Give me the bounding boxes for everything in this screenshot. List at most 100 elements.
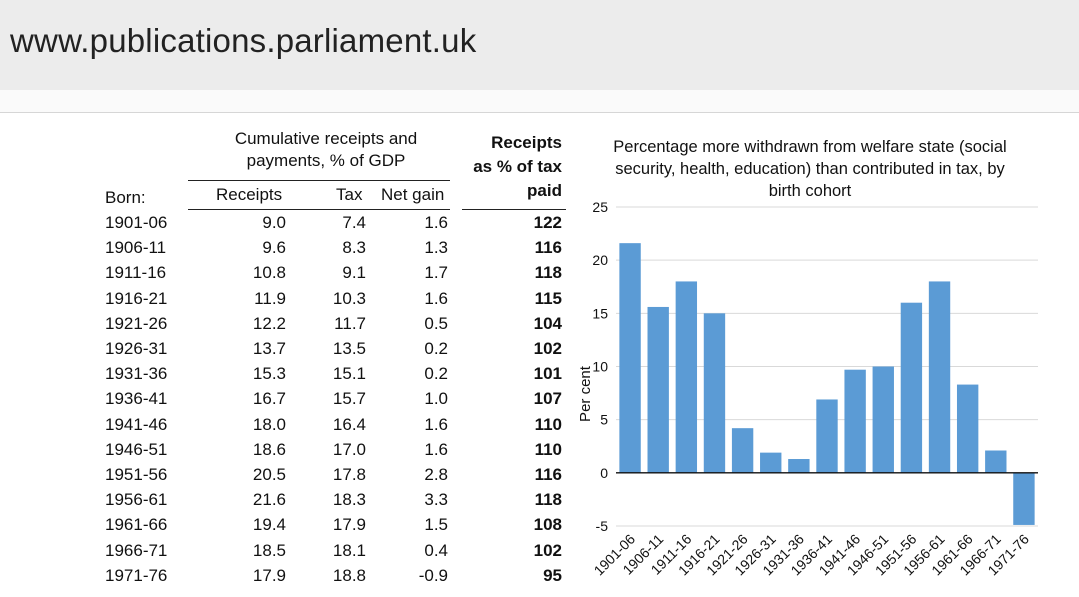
cell-born: 1906-11 (105, 238, 167, 258)
cell-net-gain: 1.6 (424, 213, 448, 232)
cell-receipts-pct: 104 (533, 313, 562, 333)
cell-born: 1921-26 (105, 313, 168, 333)
cell-born: 1951-56 (105, 465, 168, 484)
cell-receipts: 9.0 (262, 213, 286, 232)
bar-1926-31 (760, 452, 782, 473)
bar-1936-41 (816, 399, 838, 473)
receipts-pct-rule (462, 209, 566, 210)
cell-tax: 11.7 (334, 313, 366, 333)
cell-receipts-pct: 110 (534, 439, 562, 459)
toolbar-strip (0, 90, 1079, 113)
cell-net-gain: 1.6 (424, 288, 448, 308)
cell-receipts-pct: 102 (533, 339, 562, 358)
receipts-pct-header-line1: Receipts (491, 133, 562, 152)
cell-net-gain: 1.7 (424, 263, 448, 283)
bar-1941-46 (844, 369, 866, 473)
x-axis-labels: 1901-061906-111911-161916-211921-261926-… (591, 531, 1033, 579)
bar-1931-36 (788, 459, 810, 473)
cell-born: 1941-46 (105, 414, 168, 434)
cell-net-gain: 1.6 (424, 439, 448, 459)
cell-born: 1931-36 (105, 364, 168, 384)
cell-net-gain: 2.8 (424, 465, 448, 484)
cell-receipts-pct: 101 (533, 364, 562, 384)
cell-receipts: 11.9 (254, 288, 286, 308)
cell-tax: 9.1 (342, 263, 366, 283)
cell-receipts: 9.6 (262, 238, 286, 258)
bar-1971-76 (1013, 472, 1035, 525)
cell-born: 1916-21 (105, 288, 168, 308)
bar-1921-26 (731, 428, 754, 473)
cell-receipts-pct: 122 (533, 213, 562, 232)
cell-tax: 16.4 (332, 414, 366, 434)
group-header: Cumulative receipts and payments, % of G… (190, 128, 462, 172)
y-tick-label: -5 (596, 518, 609, 534)
cell-tax: 10.3 (332, 288, 366, 308)
receipts-pct-header: Receipts as % of tax paid (462, 131, 562, 203)
cell-born: 1911-16 (105, 263, 167, 283)
address-bar[interactable]: www.publications.parliament.uk (0, 0, 1079, 90)
col-header-receipts: Receipts (216, 185, 283, 204)
y-tick-label: 0 (600, 465, 608, 481)
col-header-rule (188, 209, 450, 210)
bar-1956-61 (928, 281, 951, 473)
group-header-line1: Cumulative receipts and (234, 129, 418, 148)
cell-tax: 18.1 (332, 540, 366, 560)
y-tick-label: 10 (592, 359, 608, 375)
chart-bars (616, 243, 1038, 525)
url-text: www.publications.parliament.uk (10, 22, 477, 59)
cell-net-gain: 0.2 (424, 364, 448, 384)
bar-1901-06 (619, 243, 641, 473)
cell-receipts-pct: 116 (534, 465, 562, 484)
chart-title-line: Percentage more withdrawn from welfare s… (613, 138, 1006, 156)
cell-tax: 15.7 (332, 389, 366, 409)
cell-born: 1971-76 (105, 565, 168, 585)
y-tick-label: 20 (592, 252, 608, 268)
bar-1946-51 (872, 366, 894, 473)
y-tick-label: 5 (600, 412, 608, 428)
cell-born: 1946-51 (105, 439, 168, 459)
cell-tax: 8.3 (342, 238, 366, 258)
bar-1911-16 (675, 281, 698, 473)
cell-net-gain: 1.0 (424, 389, 448, 409)
col-header-tax: Tax (336, 185, 363, 204)
cell-net-gain: -0.9 (418, 565, 448, 585)
cell-receipts-pct: 118 (534, 263, 562, 283)
cell-born: 1966-71 (105, 540, 168, 560)
cell-receipts-pct: 110 (534, 414, 562, 434)
cell-born: 1956-61 (105, 490, 168, 510)
cell-receipts-pct: 95 (543, 565, 562, 585)
chart-title: Percentage more withdrawn from welfare s… (613, 138, 1006, 200)
cell-net-gain: 0.5 (424, 313, 448, 333)
cell-receipts-pct: 107 (533, 389, 562, 409)
cell-receipts: 15.3 (252, 364, 286, 384)
cell-receipts: 10.8 (252, 263, 286, 283)
cell-born: 1961-66 (105, 515, 168, 535)
chart-title-line: birth cohort (769, 182, 852, 200)
page-content (0, 113, 1079, 597)
cell-receipts: 18.5 (252, 540, 286, 560)
cell-receipts-pct: 118 (534, 490, 562, 510)
cell-receipts: 13.7 (252, 339, 286, 358)
cell-receipts-pct: 116 (534, 238, 562, 258)
cell-receipts: 12.2 (252, 313, 286, 333)
cell-tax: 17.9 (332, 515, 366, 535)
cell-receipts: 20.5 (252, 465, 286, 484)
cell-receipts: 18.0 (252, 414, 286, 434)
y-tick-label: 25 (592, 199, 608, 215)
cell-born: 1901-06 (105, 213, 168, 232)
cell-net-gain: 1.5 (424, 515, 448, 535)
y-axis-label: Per cent (577, 365, 594, 422)
y-tick-label: 15 (592, 305, 608, 321)
cell-receipts: 21.6 (252, 490, 286, 510)
cell-net-gain: 0.2 (424, 339, 448, 358)
cell-born: 1936-41 (105, 389, 168, 409)
cell-receipts-pct: 115 (534, 288, 562, 308)
bar-1961-66 (956, 384, 979, 473)
bar-chart: Percentage more withdrawn from welfare s… (577, 138, 1038, 579)
cell-tax: 17.0 (332, 439, 366, 459)
cell-tax: 13.5 (332, 339, 366, 358)
cell-net-gain: 1.3 (424, 238, 448, 258)
group-header-line2: payments, % of GDP (246, 151, 406, 170)
cell-receipts: 19.4 (252, 515, 286, 535)
cell-receipts: 16.7 (252, 389, 286, 409)
